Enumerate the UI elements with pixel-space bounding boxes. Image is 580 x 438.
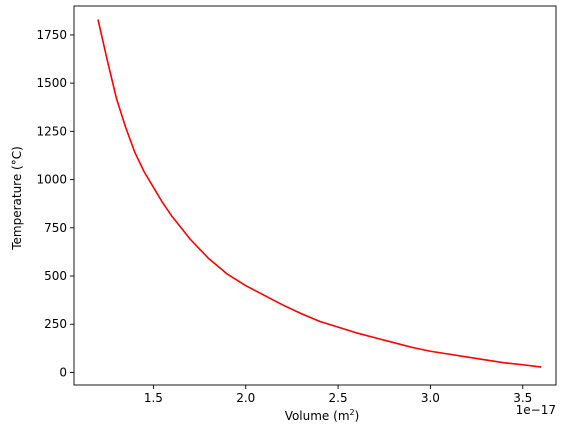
y-tick-label: 500 <box>44 269 67 283</box>
series-line <box>97 19 542 368</box>
plot-area <box>73 5 557 386</box>
x-tick-label: 1.5 <box>144 391 163 405</box>
y-tick-label: 1750 <box>36 28 67 42</box>
y-tick-label: 250 <box>44 317 67 331</box>
x-tick-label: 2.0 <box>236 391 255 405</box>
y-axis: 0 250 500 750 1000 1250 1500 1750 <box>36 28 74 379</box>
x-axis-offset-text: 1e−17 <box>516 403 556 417</box>
y-tick-label: 1000 <box>36 173 67 187</box>
y-tick-label: 0 <box>59 365 67 379</box>
plot-frame <box>73 5 557 386</box>
y-axis-label: Temperature (°C) <box>10 146 24 251</box>
x-tick-label: 3.0 <box>421 391 440 405</box>
y-tick-label: 750 <box>44 221 67 235</box>
x-tick-label: 3.5 <box>513 391 532 405</box>
y-tick-label: 1500 <box>36 76 67 90</box>
x-axis: 1.5 2.0 2.5 3.0 3.5 <box>144 385 532 405</box>
x-axis-label: Volume (m2) <box>285 408 360 423</box>
y-tick-label: 1250 <box>36 124 67 138</box>
x-tick-label: 2.5 <box>329 391 348 405</box>
